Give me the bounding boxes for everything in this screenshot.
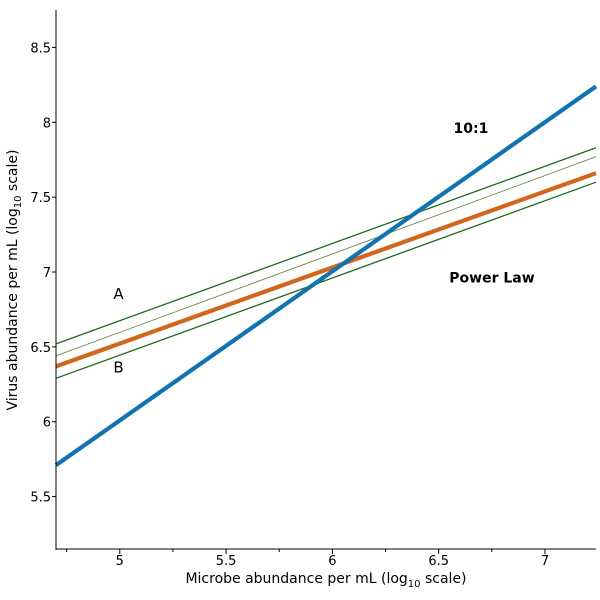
x-axis-title: Microbe abundance per mL (log10 scale) (185, 571, 466, 590)
series-line-power-law (55, 171, 597, 369)
y-tick-label: 5.5 (30, 491, 51, 506)
y-axis-title: Virus abundance per mL (log10 scale) (5, 150, 24, 411)
annotation-b: B (113, 358, 123, 376)
x-tick-label: 5 (116, 554, 124, 569)
series-line-fit (55, 156, 597, 357)
y-tick-label: 8 (43, 116, 51, 131)
y-tick-label: 7 (43, 266, 51, 281)
series-line-lower-bound-b (55, 181, 597, 379)
x-axis-title-suffix: scale) (421, 571, 467, 587)
y-tick-label: 6.5 (30, 341, 51, 356)
x-tick-label: 5.5 (216, 554, 237, 569)
x-tick-label: 7 (541, 554, 549, 569)
series-line-upper-bound-a (55, 147, 597, 345)
series-line-10-1 (54, 84, 598, 467)
y-axis-title-subscript: 10 (13, 196, 24, 209)
annotation-power-law: Power Law (449, 270, 534, 286)
x-axis-title-subscript: 10 (408, 579, 421, 590)
y-tick-label: 6 (43, 416, 51, 431)
x-tick-label: 6.5 (428, 554, 449, 569)
y-tick-label: 8.5 (30, 41, 51, 56)
annotation-a: A (113, 285, 124, 303)
x-tick-label: 6 (328, 554, 336, 569)
x-axis-title-prefix: Microbe abundance per mL (log (185, 571, 407, 587)
y-axis-title-suffix: scale) (5, 150, 21, 196)
annotation-10-1: 10:1 (454, 121, 489, 137)
y-tick-label: 7.5 (30, 191, 51, 206)
y-axis-title-prefix: Virus abundance per mL (log (5, 208, 21, 410)
